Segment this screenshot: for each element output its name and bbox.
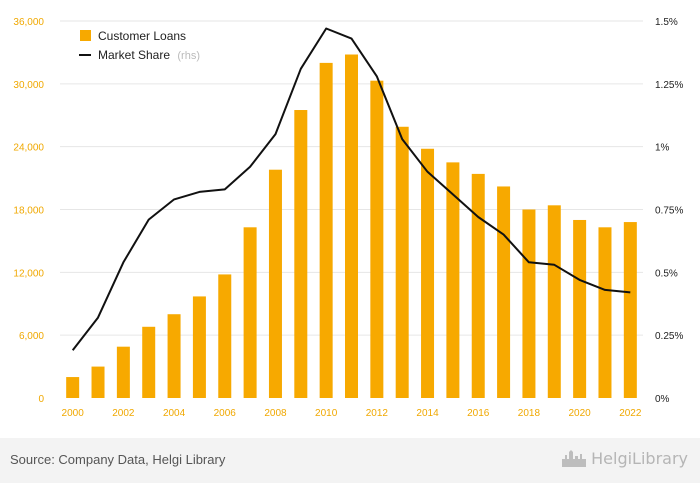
x-tick-label-2022: 2022 [619, 408, 642, 419]
market-share-line [71, 27, 631, 351]
legend-label-market-share: Market Share (rhs) [98, 48, 200, 62]
legend-market-share-name: Market Share [98, 48, 170, 62]
x-axis: 2000 2002 2004 2006 2008 2010 2012 2014 2016 2018… [62, 408, 642, 419]
bar-2011 [345, 54, 358, 399]
bar-2019 [547, 205, 561, 398]
bar-2022 [623, 222, 637, 398]
left-tick-label: 18,000 [13, 206, 44, 217]
bar-series [66, 54, 637, 399]
left-tick-label: 0 [38, 394, 44, 405]
bar-2010 [319, 62, 333, 399]
bar-2006 [218, 274, 232, 398]
bar-2001 [91, 366, 105, 398]
brand-logo: HelgiLibrary [561, 448, 688, 468]
left-tick-label: 6,000 [19, 331, 44, 342]
right-tick-label: 1.5% [655, 17, 678, 28]
bar-2003 [142, 326, 156, 398]
right-tick-label: 0.25% [655, 331, 683, 342]
bar-2009 [294, 110, 308, 398]
right-axis: 0% 0.25% 0.5% 0.75% 1% 1.25% 1.5% [655, 17, 683, 405]
right-tick-label: 0% [655, 394, 670, 405]
x-tick-label-2020: 2020 [569, 408, 592, 419]
left-tick-label: 12,000 [13, 268, 44, 279]
bar-2002 [116, 346, 130, 398]
bar-2013 [395, 126, 409, 399]
bar-2017 [497, 186, 511, 398]
legend-swatch-customer-loans [80, 30, 91, 41]
left-axis: 0 6,000 12,000 18,000 24,000 30,000 36,000 [13, 17, 44, 405]
right-tick-label: 0.75% [655, 206, 683, 217]
x-tick-label-2004: 2004 [163, 408, 186, 419]
right-tick-label: 0.5% [655, 268, 678, 279]
left-tick-label: 30,000 [13, 80, 44, 91]
legend-label-customer-loans: Customer Loans [98, 29, 186, 43]
city-skyline-icon [562, 450, 587, 467]
bar-2008 [268, 169, 282, 398]
bar-2000 [66, 377, 80, 398]
brand-name: HelgiLibrary [591, 448, 688, 468]
right-tick-label: 1% [655, 143, 670, 154]
x-tick-label-2006: 2006 [214, 408, 237, 419]
bar-2007 [243, 227, 257, 398]
x-tick-label-2012: 2012 [366, 408, 389, 419]
bar-2005 [192, 296, 206, 398]
bar-2021 [598, 227, 612, 398]
bar-2020 [573, 219, 587, 398]
bar-2018 [522, 209, 536, 398]
x-tick-label-2014: 2014 [416, 408, 439, 419]
x-tick-label-2018: 2018 [518, 408, 541, 419]
left-tick-label: 36,000 [13, 17, 44, 28]
x-tick-label-2010: 2010 [315, 408, 338, 419]
bar-2012 [370, 80, 384, 399]
x-tick-label-2000: 2000 [62, 408, 85, 419]
source-text: Source: Company Data, Helgi Library [10, 452, 226, 467]
x-tick-label-2002: 2002 [112, 408, 135, 419]
bar-2016 [471, 173, 485, 398]
right-tick-label: 1.25% [655, 80, 683, 91]
bar-2004 [167, 314, 181, 398]
legend: Customer Loans Market Share (rhs) [79, 29, 200, 62]
bar-2015 [446, 162, 460, 398]
x-tick-label-2016: 2016 [467, 408, 490, 419]
legend-market-share-note: (rhs) [177, 50, 200, 62]
x-tick-label-2008: 2008 [264, 408, 287, 419]
bar-2014 [421, 148, 435, 398]
footer: Source: Company Data, Helgi Library Helg… [0, 438, 700, 483]
left-tick-label: 24,000 [13, 143, 44, 154]
